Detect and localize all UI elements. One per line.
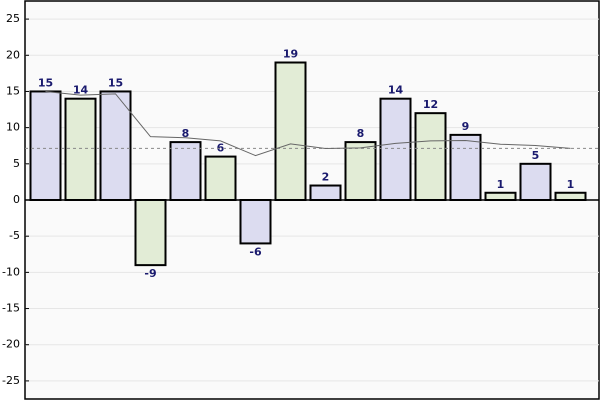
y-tick-label: -15 — [2, 302, 20, 315]
bar — [134, 199, 167, 267]
data-label: 14 — [388, 84, 404, 97]
bar — [169, 141, 202, 201]
data-label: 5 — [532, 149, 540, 162]
data-label: 6 — [217, 142, 225, 155]
data-label: 12 — [423, 98, 438, 111]
data-label: 1 — [567, 178, 575, 191]
y-tick-label: 10 — [6, 121, 20, 134]
data-label: 8 — [357, 127, 365, 140]
y-tick-label: -20 — [2, 338, 20, 351]
y-tick-label: -25 — [2, 374, 20, 387]
data-label: 1 — [497, 178, 505, 191]
data-label: 15 — [38, 76, 53, 89]
data-label: 15 — [108, 76, 123, 89]
y-tick-label: 5 — [13, 157, 20, 170]
bar — [274, 61, 307, 201]
y-tick-label: 20 — [6, 48, 20, 61]
bar — [414, 112, 447, 201]
bar — [64, 97, 97, 201]
bar — [309, 184, 342, 201]
data-label: 19 — [283, 48, 298, 61]
bar — [239, 199, 272, 245]
y-tick-label: -10 — [2, 265, 20, 278]
bar — [344, 141, 377, 201]
y-tick-label: 15 — [6, 84, 20, 97]
data-label: 2 — [322, 171, 330, 184]
data-label: -9 — [144, 267, 156, 280]
bar — [519, 162, 552, 201]
data-label: 8 — [182, 127, 190, 140]
y-tick-label: 25 — [6, 12, 20, 25]
bar — [379, 97, 412, 201]
bar — [29, 90, 62, 201]
bar — [554, 191, 587, 202]
y-tick-label: 0 — [13, 193, 20, 206]
data-label: -6 — [249, 245, 262, 258]
bar — [99, 90, 132, 201]
data-label: 14 — [73, 84, 89, 97]
running-line — [45, 90, 571, 157]
bar — [484, 191, 517, 202]
bar — [449, 133, 482, 201]
y-tick-label: -5 — [9, 229, 20, 242]
data-label: 9 — [462, 120, 470, 133]
bar — [204, 155, 237, 201]
